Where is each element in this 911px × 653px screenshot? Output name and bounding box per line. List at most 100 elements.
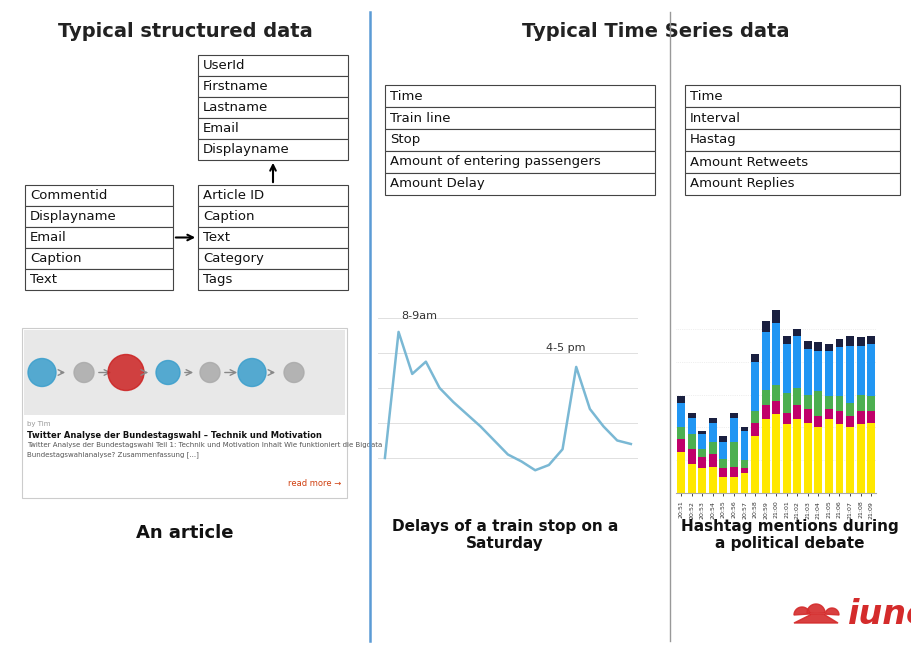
Text: UserId: UserId bbox=[203, 59, 245, 72]
Bar bbox=[773, 385, 780, 402]
Bar bbox=[846, 336, 854, 345]
Text: Hashtag mentions during
a political debate: Hashtag mentions during a political deba… bbox=[681, 518, 899, 551]
Bar bbox=[198, 185, 348, 206]
Bar bbox=[699, 457, 706, 468]
Bar bbox=[804, 341, 812, 349]
Text: Twitter Analyse der Bundestagswahl Teil 1: Technik und Motivation Inhalt Wie fun: Twitter Analyse der Bundestagswahl Teil … bbox=[27, 442, 383, 448]
Bar bbox=[25, 206, 173, 227]
Bar bbox=[685, 129, 900, 151]
Text: Bundestagswahlanalyse? Zusammenfassung [...]: Bundestagswahlanalyse? Zusammenfassung [… bbox=[27, 451, 199, 458]
Bar bbox=[685, 151, 900, 173]
Bar bbox=[793, 388, 802, 405]
Bar bbox=[773, 310, 780, 323]
Circle shape bbox=[28, 358, 56, 387]
Text: read more →: read more → bbox=[288, 479, 341, 488]
Bar bbox=[25, 269, 173, 290]
Bar bbox=[685, 173, 900, 195]
Text: Displayname: Displayname bbox=[203, 143, 290, 156]
Bar bbox=[198, 55, 348, 76]
Circle shape bbox=[284, 362, 304, 383]
Bar bbox=[688, 418, 696, 434]
Bar bbox=[825, 396, 833, 409]
Bar bbox=[198, 97, 348, 118]
Text: Amount Delay: Amount Delay bbox=[390, 178, 485, 191]
Bar bbox=[730, 413, 738, 418]
Text: Interval: Interval bbox=[690, 112, 741, 125]
Bar bbox=[846, 428, 854, 493]
Polygon shape bbox=[794, 604, 839, 623]
Bar bbox=[385, 129, 655, 151]
Bar bbox=[762, 419, 770, 493]
Bar bbox=[814, 351, 823, 391]
Bar bbox=[720, 477, 727, 493]
Text: Typical Time Series data: Typical Time Series data bbox=[522, 22, 790, 41]
Text: Typical structured data: Typical structured data bbox=[57, 22, 312, 41]
Text: Amount of entering passengers: Amount of entering passengers bbox=[390, 155, 600, 168]
Bar bbox=[677, 439, 685, 452]
Bar bbox=[709, 467, 717, 493]
Bar bbox=[699, 468, 706, 493]
Text: Text: Text bbox=[30, 273, 57, 286]
Bar bbox=[699, 431, 706, 434]
Bar bbox=[22, 328, 347, 498]
Bar bbox=[825, 344, 833, 351]
Bar bbox=[867, 336, 875, 344]
Bar bbox=[804, 394, 812, 409]
Bar bbox=[699, 434, 706, 449]
Text: Delays of a train stop on a
Saturday: Delays of a train stop on a Saturday bbox=[392, 518, 619, 551]
Bar bbox=[856, 424, 865, 493]
Bar bbox=[825, 409, 833, 419]
Bar bbox=[783, 344, 791, 393]
Bar bbox=[720, 458, 727, 468]
Bar bbox=[751, 362, 759, 411]
Bar bbox=[741, 428, 749, 431]
Text: 8-9am: 8-9am bbox=[401, 311, 437, 321]
Text: Article ID: Article ID bbox=[203, 189, 264, 202]
Bar bbox=[688, 413, 696, 418]
Bar bbox=[198, 118, 348, 139]
Bar bbox=[198, 269, 348, 290]
Bar bbox=[835, 347, 844, 396]
Bar bbox=[762, 390, 770, 405]
Bar bbox=[709, 422, 717, 442]
Circle shape bbox=[74, 362, 94, 383]
Bar bbox=[814, 428, 823, 493]
Bar bbox=[773, 323, 780, 385]
Bar bbox=[699, 449, 706, 457]
Text: An article: An article bbox=[137, 524, 234, 542]
Text: Email: Email bbox=[30, 231, 67, 244]
Text: Caption: Caption bbox=[30, 252, 81, 265]
Bar bbox=[677, 403, 685, 428]
Bar bbox=[856, 411, 865, 424]
Circle shape bbox=[200, 362, 220, 383]
Bar bbox=[793, 336, 802, 388]
Bar bbox=[846, 345, 854, 403]
Bar bbox=[762, 321, 770, 332]
Bar bbox=[835, 424, 844, 493]
Bar bbox=[814, 391, 823, 416]
Bar bbox=[741, 431, 749, 460]
Text: Tags: Tags bbox=[203, 273, 232, 286]
Bar bbox=[835, 339, 844, 347]
Bar bbox=[198, 248, 348, 269]
Bar bbox=[773, 402, 780, 415]
Bar bbox=[685, 85, 900, 107]
Circle shape bbox=[108, 355, 144, 390]
Bar bbox=[688, 449, 696, 464]
Bar bbox=[198, 76, 348, 97]
Text: Train line: Train line bbox=[390, 112, 451, 125]
Text: Category: Category bbox=[203, 252, 264, 265]
Bar bbox=[825, 419, 833, 493]
Text: Lastname: Lastname bbox=[203, 101, 268, 114]
Bar bbox=[856, 338, 865, 345]
Bar bbox=[804, 422, 812, 493]
Bar bbox=[741, 460, 749, 468]
Bar bbox=[835, 411, 844, 424]
Text: Firstname: Firstname bbox=[203, 80, 269, 93]
Bar bbox=[741, 468, 749, 473]
Text: 4-5 pm: 4-5 pm bbox=[546, 343, 586, 353]
Bar bbox=[720, 468, 727, 477]
Text: Text: Text bbox=[203, 231, 230, 244]
Bar bbox=[685, 107, 900, 129]
Bar bbox=[856, 394, 865, 411]
